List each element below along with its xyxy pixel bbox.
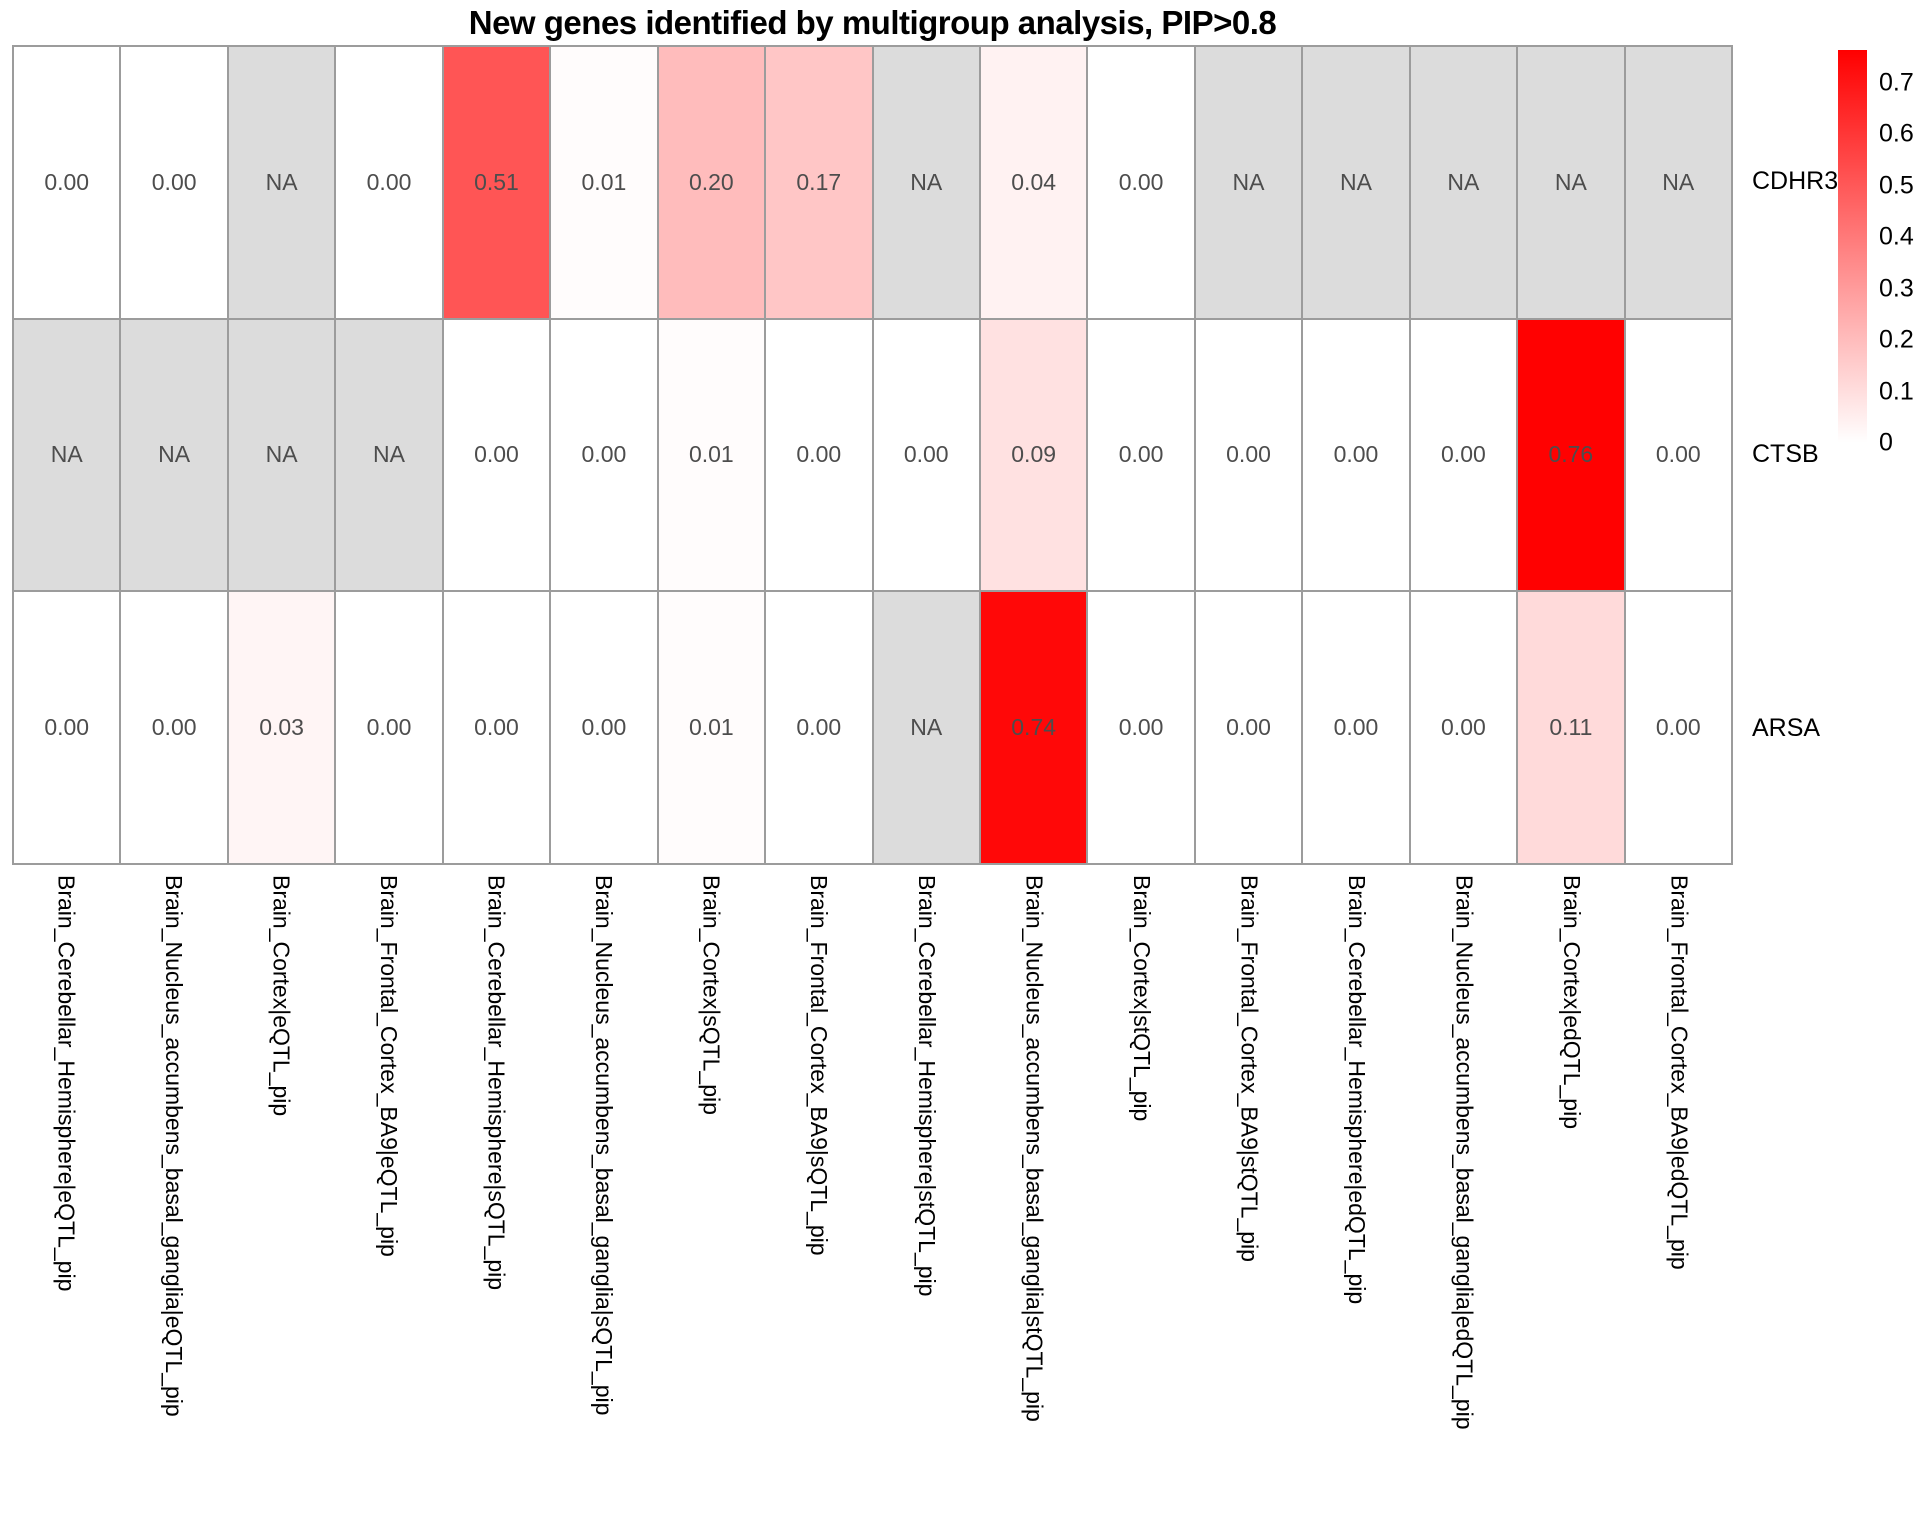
column-label: Brain_Nucleus_accumbens_basal_ganglia|st… bbox=[1021, 875, 1048, 1422]
heatmap-cell: 0.00 bbox=[551, 592, 657, 863]
heatmap-cell: 0.20 bbox=[658, 47, 765, 318]
row-label: ARSA bbox=[1752, 713, 1821, 742]
heatmap-cell: 0.51 bbox=[443, 47, 550, 318]
heatmap-cell: NA bbox=[336, 319, 442, 591]
heatmap-cell: 0.00 bbox=[121, 592, 227, 863]
column-label-slot: Brain_Frontal_Cortex_BA9|eQTL_pip bbox=[335, 875, 443, 1530]
heatmap-cell: 0.00 bbox=[873, 319, 979, 591]
column-label: Brain_Cerebellar_Hemisphere|eQTL_pip bbox=[53, 875, 80, 1292]
heatmap-cell: 0.09 bbox=[980, 319, 1087, 591]
heatmap-cell: 0.00 bbox=[443, 592, 550, 863]
column-label: Brain_Frontal_Cortex_BA9|stQTL_pip bbox=[1236, 875, 1263, 1262]
column-label: Brain_Cortex|stQTL_pip bbox=[1128, 875, 1155, 1122]
column-label-slot: Brain_Frontal_Cortex_BA9|sQTL_pip bbox=[765, 875, 873, 1530]
heatmap-cell: 0.00 bbox=[121, 47, 227, 318]
column-label-slot: Brain_Frontal_Cortex_BA9|stQTL_pip bbox=[1195, 875, 1303, 1530]
legend-colorbar bbox=[1838, 50, 1867, 443]
row-labels: CDHR3 CTSB ARSA bbox=[1752, 45, 1917, 865]
heatmap-cell: NA bbox=[121, 319, 227, 591]
legend-tick-label: 0 bbox=[1879, 428, 1893, 457]
column-label-slot: Brain_Cerebellar_Hemisphere|edQTL_pip bbox=[1303, 875, 1411, 1530]
heatmap-cell: 0.01 bbox=[658, 319, 765, 591]
column-label-slot: Brain_Cortex|stQTL_pip bbox=[1088, 875, 1196, 1530]
column-label-slot: Brain_Cortex|eQTL_pip bbox=[227, 875, 335, 1530]
heatmap-cell: 0.00 bbox=[1088, 47, 1194, 318]
row-label: CDHR3 bbox=[1752, 167, 1839, 196]
heatmap-cell: 0.00 bbox=[1303, 319, 1409, 591]
heatmap-cell: NA bbox=[1625, 47, 1731, 318]
heatmap-cell: NA bbox=[228, 47, 335, 318]
column-label-slot: Brain_Cerebellar_Hemisphere|stQTL_pip bbox=[873, 875, 981, 1530]
heatmap-cell: NA bbox=[873, 47, 979, 318]
column-label: Brain_Cortex|edQTL_pip bbox=[1559, 875, 1586, 1129]
heatmap-cell: NA bbox=[1518, 47, 1624, 318]
column-label: Brain_Nucleus_accumbens_basal_ganglia|ed… bbox=[1451, 875, 1478, 1430]
column-label-slot: Brain_Cerebellar_Hemisphere|sQTL_pip bbox=[442, 875, 550, 1530]
heatmap-cell: 0.00 bbox=[1410, 319, 1517, 591]
column-label: Brain_Cortex|eQTL_pip bbox=[268, 875, 295, 1117]
column-label-slot: Brain_Nucleus_accumbens_basal_ganglia|st… bbox=[980, 875, 1088, 1530]
column-label: Brain_Cortex|sQTL_pip bbox=[698, 875, 725, 1115]
legend-tick-label: 0.7 bbox=[1879, 68, 1914, 97]
column-label-slot: Brain_Nucleus_accumbens_basal_ganglia|sQ… bbox=[550, 875, 658, 1530]
heatmap-cell: 0.76 bbox=[1518, 319, 1624, 591]
heatmap-cell: 0.00 bbox=[1088, 319, 1194, 591]
row-label: CTSB bbox=[1752, 440, 1819, 469]
column-labels: Brain_Cerebellar_Hemisphere|eQTL_pip Brai… bbox=[12, 875, 1733, 1530]
legend-tick-label: 0.6 bbox=[1879, 119, 1914, 148]
heatmap-cell: 0.00 bbox=[1088, 592, 1194, 863]
heatmap-cell: 0.00 bbox=[1303, 592, 1409, 863]
heatmap-cell: 0.74 bbox=[980, 592, 1087, 863]
heatmap-cell: NA bbox=[1410, 47, 1517, 318]
heatmap-cell: 0.00 bbox=[1625, 592, 1731, 863]
heatmap-cell: 0.00 bbox=[336, 592, 442, 863]
column-label-slot: Brain_Cerebellar_Hemisphere|eQTL_pip bbox=[12, 875, 120, 1530]
column-label-slot: Brain_Cortex|edQTL_pip bbox=[1518, 875, 1626, 1530]
column-label: Brain_Cerebellar_Hemisphere|sQTL_pip bbox=[483, 875, 510, 1291]
heatmap-grid: 0.00 0.00 NA 0.00 0.51 0.01 0.20 0.17 NA 0.04 0.00… bbox=[12, 45, 1733, 865]
column-label: Brain_Frontal_Cortex_BA9|sQTL_pip bbox=[806, 875, 833, 1256]
heatmap-cell: 0.00 bbox=[14, 592, 120, 863]
heatmap-cell: 0.00 bbox=[1195, 319, 1302, 591]
column-label-slot: Brain_Nucleus_accumbens_basal_ganglia|ed… bbox=[1410, 875, 1518, 1530]
legend-tick-label: 0.1 bbox=[1879, 377, 1914, 406]
heatmap-cell: 0.03 bbox=[228, 592, 335, 863]
heatmap-cell: 0.11 bbox=[1518, 592, 1624, 863]
heatmap-cell: 0.00 bbox=[14, 47, 120, 318]
heatmap-cell: NA bbox=[228, 319, 335, 591]
legend-tick-label: 0.5 bbox=[1879, 171, 1914, 200]
heatmap-cell: 0.00 bbox=[336, 47, 442, 318]
column-label: Brain_Cerebellar_Hemisphere|stQTL_pip bbox=[913, 875, 940, 1297]
heatmap-cell: NA bbox=[14, 319, 120, 591]
heatmap-cell: 0.00 bbox=[766, 319, 872, 591]
column-label: Brain_Nucleus_accumbens_basal_ganglia|sQ… bbox=[591, 875, 618, 1416]
heatmap-cell: NA bbox=[1303, 47, 1409, 318]
column-label: Brain_Frontal_Cortex_BA9|edQTL_pip bbox=[1666, 875, 1693, 1270]
column-label: Brain_Cerebellar_Hemisphere|edQTL_pip bbox=[1344, 875, 1371, 1305]
legend-tick-label: 0.4 bbox=[1879, 222, 1914, 251]
heatmap-cell: 0.00 bbox=[1625, 319, 1731, 591]
column-label: Brain_Nucleus_accumbens_basal_ganglia|eQ… bbox=[160, 875, 187, 1417]
legend-tick-label: 0.3 bbox=[1879, 274, 1914, 303]
column-label-slot: Brain_Frontal_Cortex_BA9|edQTL_pip bbox=[1625, 875, 1733, 1530]
heatmap-cell: 0.04 bbox=[980, 47, 1087, 318]
heatmap-cell: 0.00 bbox=[766, 592, 872, 863]
legend-tick-label: 0.2 bbox=[1879, 325, 1914, 354]
heatmap-cell: 0.00 bbox=[443, 319, 550, 591]
heatmap-cell: 0.17 bbox=[766, 47, 872, 318]
column-label-slot: Brain_Cortex|sQTL_pip bbox=[657, 875, 765, 1530]
heatmap-cell: NA bbox=[1195, 47, 1302, 318]
heatmap-cell: 0.00 bbox=[1195, 592, 1302, 863]
heatmap-cell: 0.00 bbox=[1410, 592, 1517, 863]
heatmap-cell: 0.01 bbox=[658, 592, 765, 863]
heatmap-cell: 0.01 bbox=[551, 47, 657, 318]
heatmap-cell: 0.00 bbox=[551, 319, 657, 591]
column-label: Brain_Frontal_Cortex_BA9|eQTL_pip bbox=[375, 875, 402, 1257]
heatmap-cell: NA bbox=[873, 592, 979, 863]
column-label-slot: Brain_Nucleus_accumbens_basal_ganglia|eQ… bbox=[120, 875, 228, 1530]
chart-title: New genes identified by multigroup analy… bbox=[468, 4, 1277, 41]
